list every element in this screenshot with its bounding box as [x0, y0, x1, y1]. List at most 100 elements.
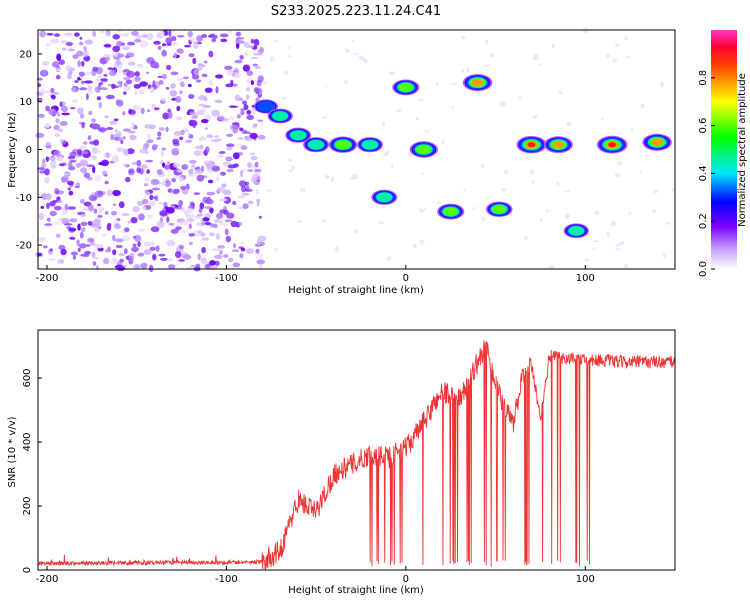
noise-speckle — [156, 169, 163, 175]
noise-speckle — [53, 205, 62, 211]
noise-speckle — [98, 127, 107, 132]
noise-speckle — [240, 108, 245, 112]
noise-speckle — [187, 30, 193, 38]
noise-speckle — [531, 180, 535, 184]
noise-speckle — [288, 46, 291, 50]
y-tick-label: 0 — [26, 145, 32, 156]
noise-speckle — [240, 145, 248, 151]
noise-speckle — [72, 255, 77, 260]
colorbar: 0.0 0.2 0.4 0.6 0.8 Normalized spectral ampl… — [698, 30, 748, 277]
noise-speckle — [209, 207, 214, 214]
noise-speckle — [208, 50, 214, 58]
noise-speckle — [288, 158, 293, 162]
noise-speckle — [269, 56, 274, 62]
noise-speckle — [256, 201, 260, 207]
noise-speckle — [117, 253, 126, 256]
noise-speckle — [174, 264, 181, 267]
snr-frame — [37, 329, 676, 571]
noise-speckle — [178, 177, 184, 182]
noise-speckle — [122, 69, 130, 73]
noise-speckle — [44, 123, 51, 129]
noise-speckle — [72, 99, 79, 104]
noise-speckle — [253, 53, 260, 56]
noise-speckle — [256, 79, 262, 87]
noise-speckle — [615, 244, 618, 248]
noise-speckle — [214, 138, 222, 142]
noise-speckle — [74, 185, 80, 189]
noise-speckle — [157, 31, 165, 36]
noise-speckle — [55, 74, 61, 80]
noise-speckle — [79, 199, 85, 204]
noise-speckle — [149, 86, 155, 94]
noise-speckle — [188, 160, 197, 164]
noise-speckle — [201, 34, 208, 38]
noise-speckle — [564, 190, 570, 193]
noise-speckle — [96, 265, 99, 271]
noise-speckle — [46, 32, 54, 36]
noise-speckle — [157, 45, 162, 50]
noise-speckle — [50, 87, 55, 94]
noise-speckle — [156, 136, 162, 140]
noise-speckle — [104, 173, 108, 177]
noise-speckle — [97, 203, 101, 207]
noise-speckle — [129, 252, 135, 257]
noise-speckle — [146, 214, 153, 219]
noise-speckle — [46, 217, 51, 222]
snr-panel: -200 -100 0 100 0 200 400 600 Height of straig… — [7, 329, 676, 596]
noise-speckle — [123, 76, 131, 81]
noise-speckle — [115, 244, 123, 249]
noise-speckle — [201, 260, 210, 265]
noise-speckle — [99, 78, 108, 82]
noise-speckle — [266, 189, 272, 192]
noise-speckle — [205, 146, 210, 154]
noise-speckle — [518, 96, 522, 99]
noise-speckle — [91, 123, 101, 130]
noise-speckle — [246, 87, 250, 92]
noise-speckle — [98, 207, 105, 212]
noise-speckle — [216, 212, 223, 219]
noise-speckle — [195, 79, 202, 83]
noise-speckle — [112, 190, 121, 197]
y-tick-label: -20 — [16, 241, 32, 252]
noise-speckle — [70, 107, 76, 110]
noise-speckle — [143, 167, 147, 174]
noise-speckle — [219, 33, 229, 38]
noise-speckle — [127, 168, 135, 176]
noise-speckle — [396, 109, 402, 113]
noise-speckle — [45, 156, 49, 163]
noise-speckle — [131, 121, 135, 130]
noise-speckle — [226, 212, 235, 219]
noise-speckle — [191, 114, 199, 119]
noise-speckle — [489, 53, 495, 58]
noise-speckle — [612, 220, 617, 226]
noise-speckle — [146, 139, 154, 144]
noise-speckle — [143, 249, 152, 255]
noise-speckle — [67, 73, 72, 80]
noise-speckle — [129, 134, 137, 141]
noise-speckle — [351, 174, 358, 180]
noise-speckle — [210, 223, 214, 228]
noise-speckle — [111, 257, 118, 264]
noise-speckle — [37, 113, 45, 118]
noise-speckle — [232, 243, 237, 249]
noise-speckle — [123, 82, 128, 87]
noise-speckle — [225, 156, 233, 162]
noise-speckle — [188, 233, 195, 237]
noise-speckle — [139, 89, 145, 95]
noise-speckle — [606, 232, 610, 238]
noise-speckle — [206, 191, 216, 196]
noise-speckle — [137, 252, 145, 257]
noise-speckle — [130, 217, 138, 224]
noise-speckle — [354, 52, 359, 56]
noise-speckle — [228, 31, 232, 34]
noise-speckle — [248, 200, 254, 205]
noise-speckle — [229, 124, 238, 131]
noise-speckle — [60, 40, 69, 44]
noise-speckle — [106, 189, 113, 197]
noise-speckle — [165, 207, 175, 214]
noise-speckle — [45, 193, 52, 201]
noise-speckle — [176, 105, 181, 112]
colorbar-tick-label: 0.2 — [698, 213, 709, 229]
noise-speckle — [249, 132, 258, 139]
noise-speckle — [624, 36, 629, 41]
